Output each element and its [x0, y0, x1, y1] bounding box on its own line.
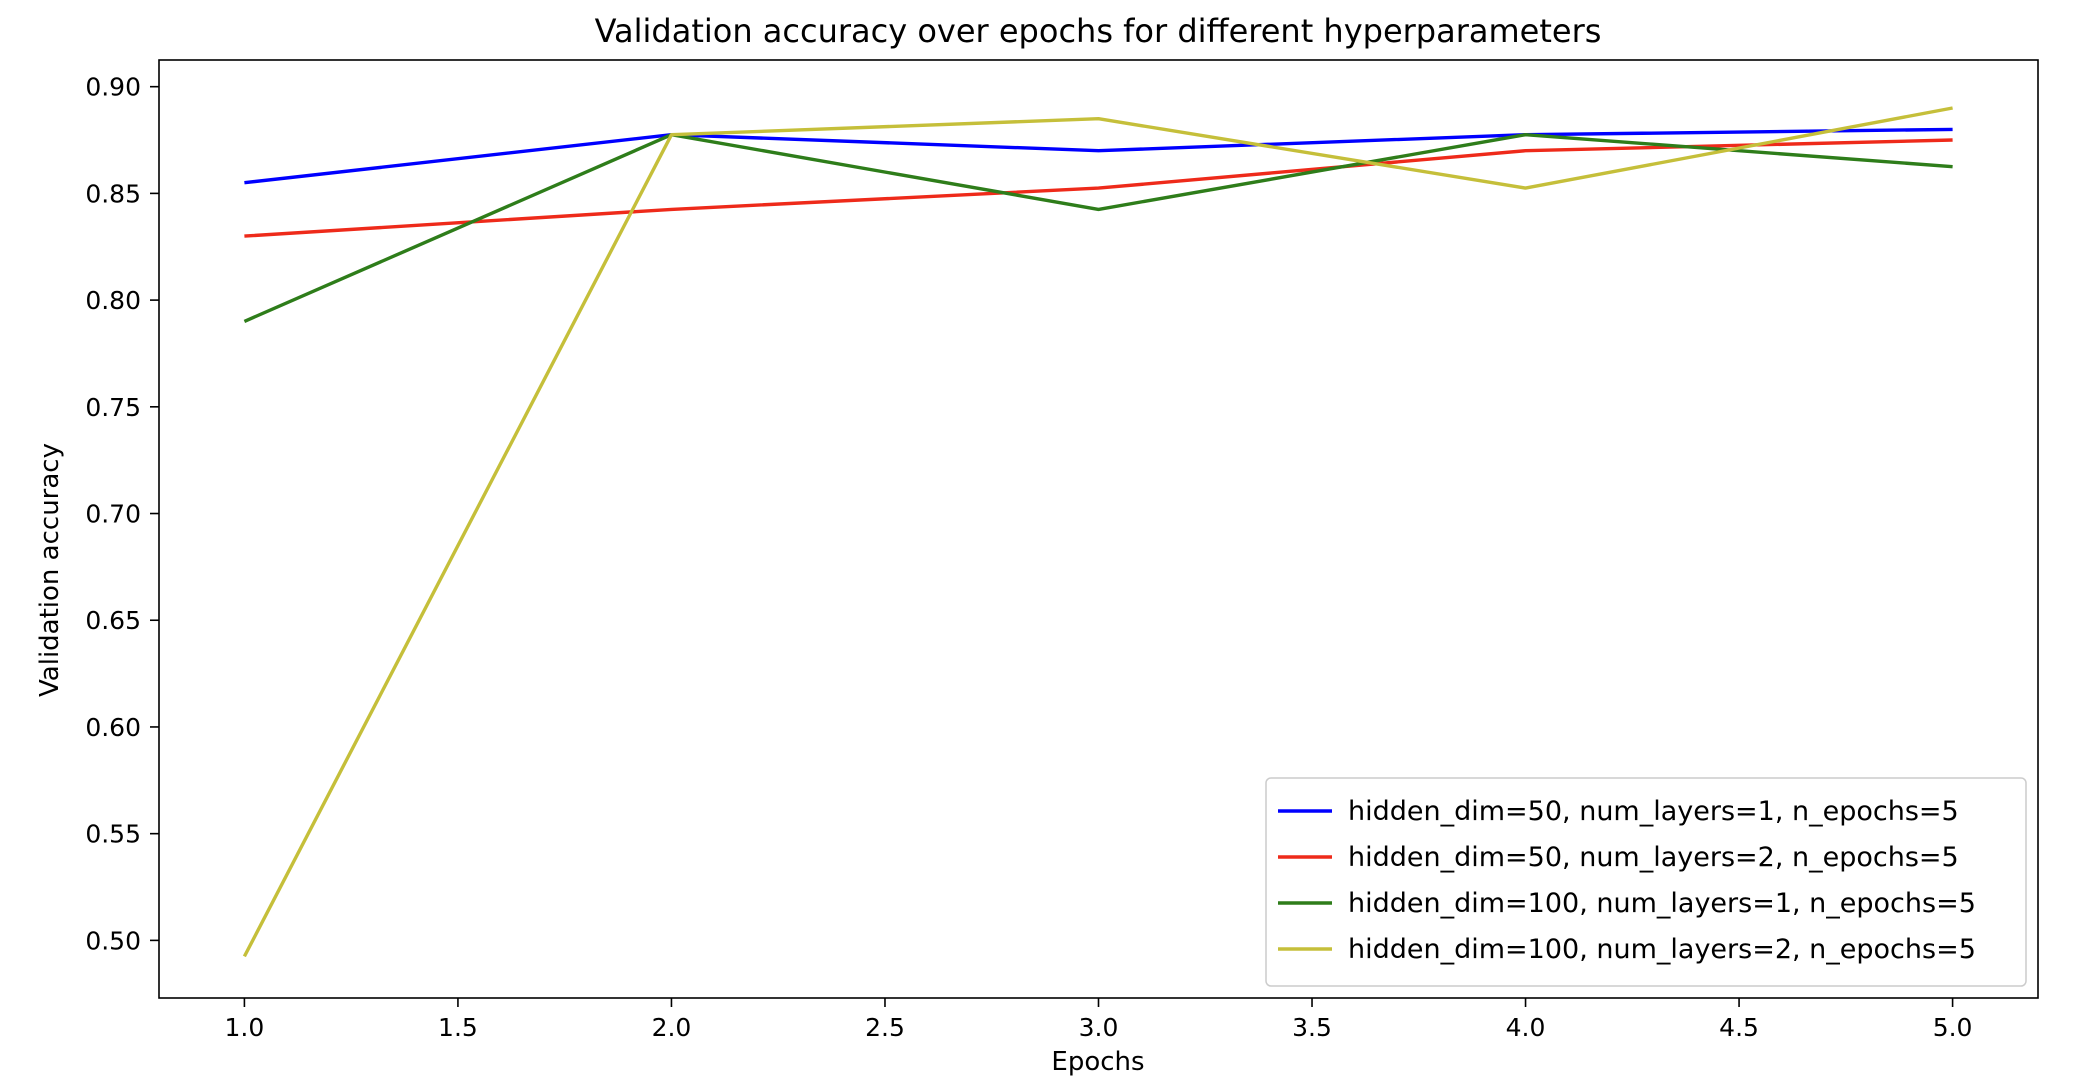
- series-line-2: [244, 138, 1953, 238]
- legend-label: hidden_dim=50, num_layers=2, n_epochs=5: [1348, 842, 1959, 873]
- series-lines: [242, 106, 1953, 958]
- legend-label: hidden_dim=100, num_layers=1, n_epochs=5: [1348, 888, 1976, 919]
- legend: hidden_dim=50, num_layers=1, n_epochs=5h…: [1265, 777, 2027, 987]
- x-tick-label: 2.0: [652, 1013, 692, 1042]
- axis-ticks: 1.0 1.5 2.0 2.5 3.0 3.5 4.0 4.5 5.0 0.50 0.55 0.60 0…: [85, 73, 1972, 1042]
- y-tick-label: 0.60: [85, 713, 141, 742]
- x-tick-label: 4.5: [1719, 1013, 1759, 1042]
- chart-title: Validation accuracy over epochs for diff…: [595, 12, 1602, 50]
- series-line-3: [243, 132, 1953, 323]
- y-tick-label: 0.70: [85, 500, 141, 529]
- x-tick-label: 1.5: [438, 1013, 478, 1042]
- x-axis-label: Epochs: [1051, 1047, 1144, 1076]
- x-tick-label: 5.0: [1933, 1013, 1973, 1042]
- x-tick-label: 1.0: [225, 1013, 265, 1042]
- y-tick-label: 0.85: [85, 179, 141, 208]
- y-tick-label: 0.50: [85, 926, 141, 955]
- legend-label: hidden_dim=50, num_layers=1, n_epochs=5: [1348, 796, 1959, 827]
- y-tick-label: 0.55: [85, 820, 141, 849]
- series-line-4: [242, 106, 1953, 958]
- x-tick-label: 2.5: [865, 1013, 905, 1042]
- plot-area-frame: [158, 59, 2039, 999]
- y-tick-label: 0.90: [85, 73, 141, 102]
- y-tick-label: 0.65: [85, 606, 141, 635]
- y-axis-label: Validation accuracy: [35, 443, 65, 697]
- x-tick-label: 3.5: [1292, 1013, 1332, 1042]
- legend-box: [1265, 777, 2027, 987]
- x-tick-label: 4.0: [1506, 1013, 1546, 1042]
- x-tick-label: 3.0: [1079, 1013, 1119, 1042]
- series-line-1: [244, 127, 1953, 185]
- legend-label: hidden_dim=100, num_layers=2, n_epochs=5: [1348, 934, 1976, 965]
- y-tick-label: 0.75: [85, 393, 141, 422]
- y-tick-label: 0.80: [85, 286, 141, 315]
